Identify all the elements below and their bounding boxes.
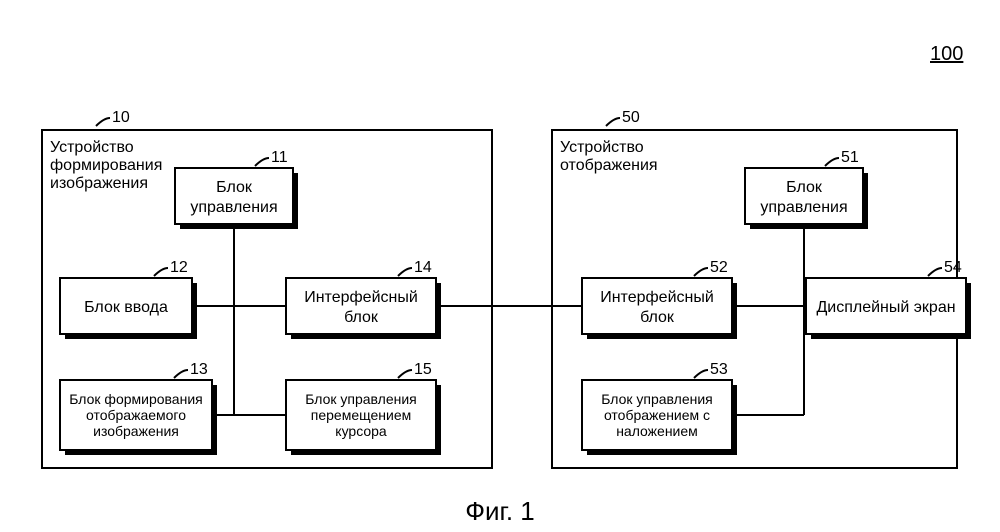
ref-tick xyxy=(154,268,168,276)
b53-label: Блок управленияотображением сналожением xyxy=(601,391,713,439)
b12-ref: 12 xyxy=(170,259,188,276)
figure-label: Фиг. 1 xyxy=(465,496,535,526)
b15-ref: 15 xyxy=(414,361,432,378)
ref-tick xyxy=(928,268,942,276)
ref-tick xyxy=(398,370,412,378)
b11-ref: 11 xyxy=(271,149,288,166)
ref-tick xyxy=(255,158,269,166)
b13-ref: 13 xyxy=(190,361,208,378)
group-right-title: Устройствоотображения xyxy=(560,139,658,174)
b51-ref: 51 xyxy=(841,149,859,166)
system-ref: 100 xyxy=(930,43,963,65)
b52-ref: 52 xyxy=(710,259,728,276)
ref-tick xyxy=(606,118,620,126)
group-left-title: Устройствоформированияизображения xyxy=(50,139,162,192)
b54-label: Дисплейный экран xyxy=(816,299,955,316)
b54-ref: 54 xyxy=(944,259,962,276)
ref-tick xyxy=(694,268,708,276)
ref-tick xyxy=(398,268,412,276)
ref-tick xyxy=(96,118,110,126)
group-right-ref: 50 xyxy=(622,109,640,126)
ref-tick xyxy=(694,370,708,378)
b12-label: Блок ввода xyxy=(84,299,168,316)
diagram-canvas: Устройствоформированияизображения 10 Устро… xyxy=(0,0,1000,532)
b14-ref: 14 xyxy=(414,259,432,276)
group-left-ref: 10 xyxy=(112,109,130,126)
b53-ref: 53 xyxy=(710,361,728,378)
ref-tick xyxy=(174,370,188,378)
ref-tick xyxy=(825,158,839,166)
